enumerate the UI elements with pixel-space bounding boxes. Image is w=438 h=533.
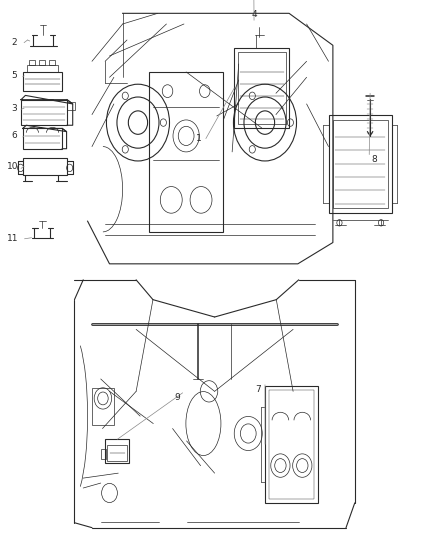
- Bar: [107, 445, 127, 461]
- Text: 4: 4: [251, 11, 257, 19]
- Bar: [39, 60, 45, 65]
- Text: 10: 10: [7, 162, 19, 171]
- Bar: [268, 390, 314, 499]
- Bar: [23, 128, 62, 149]
- Bar: [328, 115, 392, 213]
- Bar: [27, 65, 58, 72]
- Text: 11: 11: [7, 235, 19, 243]
- Bar: [238, 52, 286, 124]
- Bar: [333, 120, 388, 208]
- Bar: [234, 48, 289, 128]
- Bar: [149, 72, 223, 232]
- Text: 8: 8: [371, 156, 378, 164]
- Bar: [92, 388, 114, 425]
- Bar: [49, 60, 55, 65]
- Bar: [23, 72, 62, 91]
- Bar: [29, 60, 35, 65]
- Text: 1: 1: [196, 134, 202, 143]
- Text: 3: 3: [11, 104, 17, 112]
- Text: 2: 2: [11, 38, 17, 47]
- Text: 6: 6: [11, 132, 17, 140]
- Text: 9: 9: [174, 393, 180, 401]
- Bar: [67, 102, 75, 110]
- Bar: [23, 158, 67, 175]
- Bar: [265, 386, 318, 503]
- Bar: [101, 449, 106, 459]
- Text: 5: 5: [11, 71, 17, 80]
- Bar: [105, 439, 129, 463]
- Bar: [21, 100, 67, 125]
- Text: 7: 7: [255, 385, 261, 393]
